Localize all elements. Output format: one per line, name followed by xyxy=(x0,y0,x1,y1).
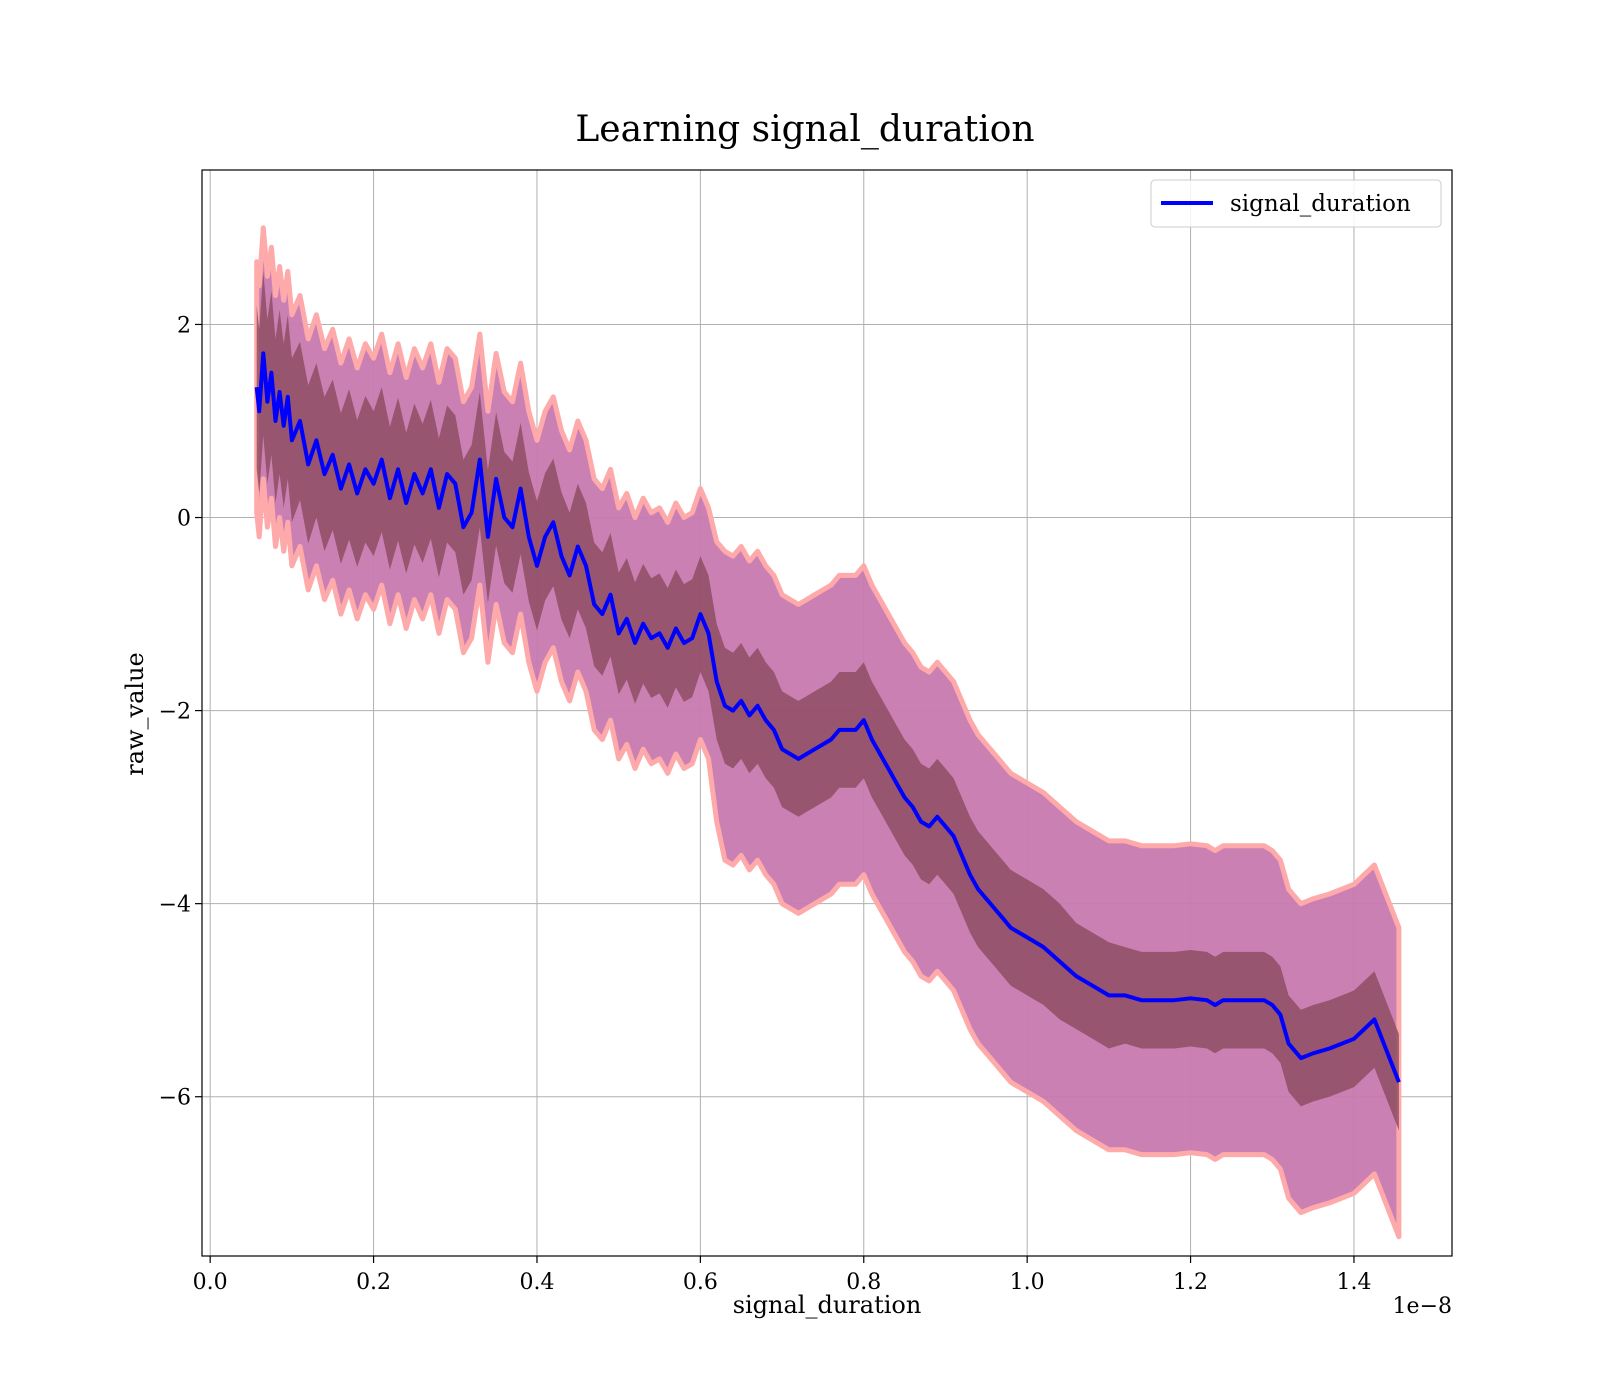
x-tick-label: 1.2 xyxy=(1173,1270,1208,1295)
x-tick-label: 0.0 xyxy=(193,1270,228,1295)
x-tick-label: 0.4 xyxy=(519,1270,554,1295)
series-line-signal-duration xyxy=(254,351,1401,1083)
inner-confidence-band xyxy=(256,271,1399,1131)
legend: signal_duration xyxy=(1150,179,1442,228)
confidence-bands xyxy=(254,225,1402,1240)
y-tick-label: 0 xyxy=(177,507,191,532)
x-tick-label: 0.2 xyxy=(356,1270,391,1295)
x-tick-label: 1.4 xyxy=(1336,1270,1371,1295)
x-axis-label: signal_duration xyxy=(733,1291,922,1319)
legend-label-signal-duration: signal_duration xyxy=(1230,191,1411,217)
legend-box xyxy=(1150,179,1442,228)
x-offset-label: 1e−8 xyxy=(1393,1294,1452,1319)
chart-title: Learning signal_duration xyxy=(575,109,1034,150)
y-tick-label: −6 xyxy=(159,1086,191,1111)
y-tick-label: −4 xyxy=(159,893,191,918)
axis-ticks: 0.0 0.2 0.4 0.6 0.8 1.0 1.2 1.4 −6 −4 −2 0 2 xyxy=(159,313,1372,1295)
y-tick-label: −2 xyxy=(159,700,191,725)
series-lines xyxy=(254,351,1401,1083)
x-tick-label: 0.6 xyxy=(683,1270,718,1295)
plot-frame xyxy=(201,169,1453,1257)
x-tick-label: 1.0 xyxy=(1010,1270,1045,1295)
y-tick-label: 2 xyxy=(177,313,191,338)
y-axis-label: raw_value xyxy=(121,652,149,776)
x-tick-label: 0.8 xyxy=(846,1270,881,1295)
